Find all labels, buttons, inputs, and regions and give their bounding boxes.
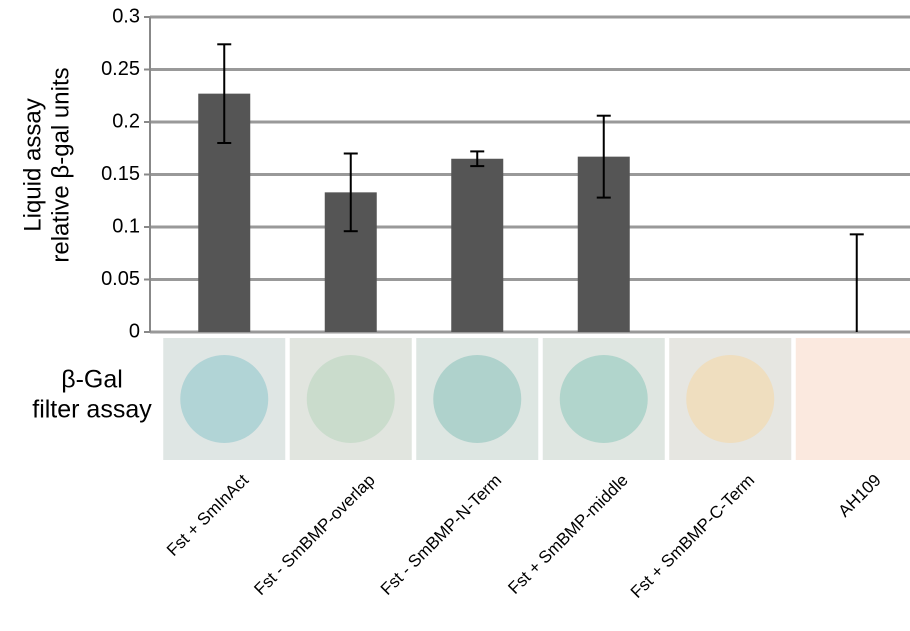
filter-spot — [307, 355, 395, 443]
y-axis-title: Liquid assay relative β-gal units — [19, 67, 74, 262]
x-tick-label: Fst + SmBMP-C-Term — [627, 471, 758, 602]
filter-spot — [180, 355, 268, 443]
filter-label: filter assay — [32, 396, 152, 424]
x-tick-label: Fst - SmBMP-N-Term — [377, 471, 505, 599]
x-tick-group: Fst - SmBMP-N-Term — [377, 471, 505, 599]
y-tick-label: 0.15 — [101, 163, 140, 185]
x-tick-group: Fst + SmInAct — [163, 470, 252, 559]
page: Liquid assay relative β-gal units β-Gal … — [0, 0, 910, 631]
x-tick-label: Fst + SmBMP-middle — [504, 471, 631, 598]
filter-swatch — [796, 338, 910, 460]
filter-spot — [433, 355, 521, 443]
bar — [451, 159, 503, 332]
filter-spot — [686, 355, 774, 443]
x-tick-group: Fst + SmBMP-C-Term — [627, 471, 758, 602]
filter-spot — [560, 355, 648, 443]
chart: Liquid assay relative β-gal units β-Gal … — [0, 0, 910, 631]
y-tick-label: 0.25 — [101, 58, 140, 80]
y-tick-label: 0.1 — [112, 215, 140, 237]
x-tick-group: Fst - SmBMP-overlap — [250, 471, 378, 599]
y-axis-title-line: relative β-gal units — [47, 67, 74, 262]
x-tick-label: Fst - SmBMP-overlap — [250, 471, 378, 599]
y-axis-title-line: Liquid assay — [19, 98, 46, 231]
y-tick-label: 0.05 — [101, 268, 140, 290]
x-tick-group: AH109 — [835, 471, 885, 521]
x-tick-label: AH109 — [835, 471, 885, 521]
y-tick-label: 0.3 — [112, 5, 140, 27]
filter-label: β-Gal — [61, 366, 123, 394]
x-tick-label: Fst + SmInAct — [163, 470, 252, 559]
y-tick-label: 0.2 — [112, 110, 140, 132]
y-tick-label: 0 — [129, 320, 140, 342]
x-tick-group: Fst + SmBMP-middle — [504, 471, 631, 598]
